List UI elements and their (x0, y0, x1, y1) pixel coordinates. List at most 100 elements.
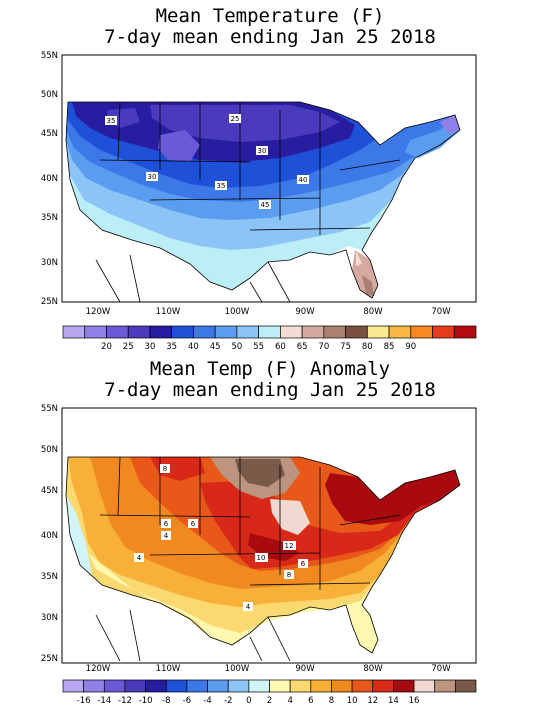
lon-label: 120W (86, 664, 111, 674)
contour-label: 10 (257, 554, 266, 562)
lat-label: 25N (41, 654, 58, 664)
panel1-title-line2: 7-day mean ending Jan 25 2018 (104, 26, 436, 48)
temperature-map: 35 25 30 30 35 40 45 55N 50N 45N 40N 35N… (0, 50, 540, 322)
colorbar-label: 70 (318, 342, 329, 352)
colorbar-label: 85 (384, 342, 395, 352)
contour-label: 12 (285, 542, 294, 550)
colorbar-swatch (124, 679, 146, 693)
contour-label: 8 (287, 571, 291, 579)
colorbar-swatch (227, 679, 250, 693)
colorbar-swatch (149, 325, 173, 339)
contour-label: 40 (299, 176, 308, 184)
colorbar-label: 80 (362, 342, 373, 352)
colorbar-swatch (410, 325, 433, 339)
colorbar-swatch (103, 679, 126, 693)
lon-label: 80W (363, 664, 383, 674)
lat-label: 35N (41, 213, 58, 223)
colorbar-swatch (366, 325, 390, 339)
lat-label: 50N (41, 445, 58, 455)
contour-label: 4 (246, 603, 251, 611)
colorbar-label: 6 (308, 696, 313, 706)
contour-label: 30 (148, 173, 157, 181)
lat-label: 45N (41, 486, 58, 496)
colorbar-label: -10 (139, 696, 153, 706)
colorbar-swatch (453, 325, 477, 339)
colorbar-label: -14 (97, 696, 111, 706)
anomaly-colorbar: -16 -14 -12 -10 -8 -6 -4 -2 0 2 4 6 8 10 12 14 16 (0, 678, 540, 710)
contour-label: 4 (164, 532, 169, 540)
lat-label: 40N (41, 174, 58, 184)
lon-label: 110W (156, 307, 181, 317)
lat-label: 45N (41, 129, 58, 139)
colorbar-label: 65 (297, 342, 308, 352)
map-outlines (65, 456, 461, 662)
lat-label: 30N (41, 258, 58, 268)
colorbar-swatch (193, 325, 216, 339)
colorbar-swatch (186, 679, 208, 693)
colorbar-swatch (372, 679, 394, 693)
map-outlines (65, 101, 461, 303)
colorbar-label: 2 (267, 696, 272, 706)
lon-label: 70W (431, 664, 451, 674)
lat-label: 55N (41, 51, 58, 61)
lon-label: 90W (295, 664, 315, 674)
colorbar-swatch (236, 325, 259, 339)
lat-label: 55N (41, 404, 58, 414)
contour-label: 6 (301, 560, 306, 568)
colorbar-swatch (455, 679, 477, 693)
lon-label: 110W (156, 664, 181, 674)
colorbar-swatch (351, 679, 374, 693)
lat-label: 40N (41, 531, 58, 541)
lon-label: 80W (363, 307, 383, 317)
panel2-title-line1: Mean Temp (F) Anomaly (149, 358, 391, 380)
colorbar-swatch (432, 325, 455, 339)
colorbar-swatch (171, 325, 194, 339)
colorbar-swatch (62, 679, 84, 693)
contour-label: 6 (164, 520, 169, 528)
lon-label: 70W (431, 307, 451, 317)
colorbar-label: -8 (162, 696, 170, 706)
colorbar-swatch (214, 325, 238, 339)
colorbar-swatch (145, 679, 167, 693)
lon-label: 100W (225, 664, 250, 674)
lat-label: 50N (41, 90, 58, 100)
lat-label: 30N (41, 613, 58, 623)
colorbar-label: -12 (118, 696, 132, 706)
colorbar-swatch (280, 325, 303, 339)
temperature-colorbar: 20 25 30 35 40 45 50 55 60 65 70 75 80 85 90 (0, 324, 540, 356)
colorbar-label: 35 (166, 342, 177, 352)
colorbar-swatch (310, 679, 332, 693)
colorbar-swatch (127, 325, 151, 339)
colorbar-swatch (106, 325, 129, 339)
colorbar-swatch (258, 325, 281, 339)
lat-label: 25N (41, 297, 58, 307)
colorbar-label: 50 (231, 342, 242, 352)
colorbar-swatch (207, 679, 229, 693)
colorbar-swatch (345, 325, 368, 339)
panel1-title-line1: Mean Temperature (F) (155, 5, 385, 27)
colorbar-swatch (413, 679, 436, 693)
contour-label: 45 (261, 201, 270, 209)
colorbar-label: 10 (347, 696, 358, 706)
colorbar-label: 75 (340, 342, 351, 352)
colorbar-label: 55 (253, 342, 264, 352)
contour-label: 6 (191, 520, 196, 528)
contour-label: 35 (107, 117, 116, 125)
colorbar-swatch (289, 679, 312, 693)
lat-label: 35N (41, 572, 58, 582)
colorbar-label: 45 (210, 342, 221, 352)
colorbar-swatch (165, 679, 188, 693)
colorbar-label: 40 (188, 342, 199, 352)
colorbar-label: 30 (145, 342, 156, 352)
contour-label: 4 (137, 554, 142, 562)
colorbar-swatch (301, 325, 325, 339)
colorbar-swatch (331, 679, 353, 693)
colorbar-label: 90 (405, 342, 416, 352)
colorbar-label: -4 (203, 696, 211, 706)
colorbar-swatch (84, 325, 107, 339)
colorbar-label: 0 (246, 696, 251, 706)
colorbar-swatch (83, 679, 105, 693)
colorbar-swatch (393, 679, 415, 693)
lon-label: 100W (225, 307, 250, 317)
colorbar-label: 14 (388, 696, 399, 706)
